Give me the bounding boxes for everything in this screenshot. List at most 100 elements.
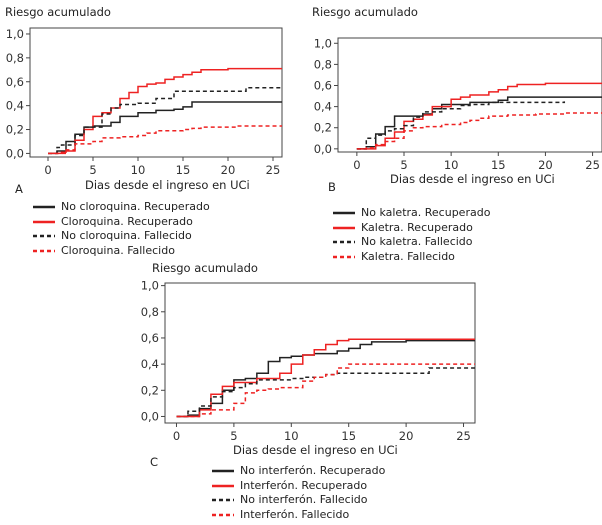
y-tick-label: 0,4 [6, 99, 24, 113]
legend-item: No interferón. Recuperado [212, 464, 385, 479]
y-axis-title: Riesgo acumulado [152, 261, 258, 275]
legend-swatch [333, 212, 355, 215]
series-line-2 [176, 367, 475, 418]
y-tick-label: 0,2 [314, 121, 332, 135]
legend: No kaletra. Recuperado Kaletra. Recuperad… [333, 206, 490, 264]
y-axis-title: Riesgo acumulado [5, 5, 111, 19]
series-line-1 [356, 82, 602, 150]
x-tick-label: 25 [266, 163, 281, 177]
series-line-0 [356, 96, 602, 150]
panel-label: B [328, 180, 336, 194]
x-axis-title: Dias desde el ingreso en UCi [390, 172, 555, 186]
legend-swatch [212, 499, 234, 502]
legend-label: Kaletra. Fallecido [361, 249, 455, 263]
series-line-2 [356, 101, 566, 150]
series-line-0 [48, 101, 282, 155]
series-line-3 [356, 112, 602, 150]
legend-label: Cloroquina. Recuperado [61, 214, 193, 228]
legend-label: No cloroquina. Recuperado [61, 200, 210, 213]
series-line-3 [48, 125, 282, 155]
y-tick-label: 0,0 [141, 409, 159, 423]
x-tick-label: 15 [341, 429, 356, 443]
legend-item: Kaletra. Fallecido [333, 250, 490, 265]
legend-item: No interferón. Fallecido [212, 493, 385, 508]
legend-label: Kaletra. Recuperado [361, 220, 473, 234]
legend-item: No kaletra. Fallecido [333, 235, 490, 250]
x-tick-label: 5 [89, 163, 96, 177]
legend-item: No cloroquina. Recuperado [33, 200, 210, 215]
series-line-3 [176, 363, 475, 418]
y-tick-label: 0,2 [141, 383, 159, 397]
y-tick-label: 0,4 [141, 357, 159, 371]
y-tick-label: 1,0 [314, 36, 332, 50]
legend-item: Kaletra. Recuperado [333, 221, 490, 236]
legend-label: No kaletra. Recuperado [361, 206, 491, 219]
chart-b-plot: 0 5 10 15 20 25 0,0 0,2 0,4 0,6 0,8 1,0 [314, 36, 602, 172]
legend-swatch [212, 513, 234, 516]
x-tick-label: 10 [444, 158, 459, 172]
x-tick-label: 0 [173, 429, 180, 443]
panel-label: C [150, 455, 159, 469]
legend-label: No cloroquina. Fallecido [61, 229, 192, 242]
x-tick-label: 20 [399, 429, 414, 443]
legend-swatch [333, 226, 355, 229]
x-tick-label: 0 [353, 158, 360, 172]
y-tick-label: 1,0 [6, 27, 24, 41]
series-line-1 [176, 338, 475, 418]
legend-label: No interferón. Recuperado [240, 464, 386, 477]
legend-item: Cloroquina. Fallecido [33, 244, 210, 259]
legend-label: Cloroquina. Fallecido [61, 243, 175, 257]
y-tick-label: 0,0 [6, 146, 24, 160]
legend-item: Cloroquina. Recuperado [33, 215, 210, 230]
x-axis-title: Dias desde el ingreso en UCi [233, 443, 398, 457]
x-tick-label: 0 [44, 163, 51, 177]
legend-label: No interferón. Fallecido [240, 493, 368, 506]
legend-item: Interferón. Recuperado [212, 479, 385, 494]
legend-swatch [212, 470, 234, 473]
y-tick-label: 0,4 [314, 100, 332, 114]
x-tick-label: 15 [176, 163, 191, 177]
y-axis-title: Riesgo acumulado [312, 5, 418, 19]
legend-label: Interferón. Fallecido [240, 507, 350, 521]
x-tick-label: 5 [400, 158, 407, 172]
x-tick-label: 5 [230, 429, 237, 443]
legend: No cloroquina. Recuperado Cloroquina. Rec… [33, 200, 210, 258]
series-line-1 [48, 67, 282, 155]
x-tick-label: 10 [284, 429, 299, 443]
legend-swatch [212, 484, 234, 487]
legend-swatch [33, 206, 55, 209]
legend-swatch [333, 255, 355, 258]
legend-label: Interferón. Recuperado [240, 478, 368, 492]
x-tick-label: 15 [491, 158, 506, 172]
plot-frame [29, 27, 283, 158]
series-line-2 [48, 86, 282, 155]
series-line-0 [176, 339, 475, 418]
y-tick-label: 0,6 [6, 75, 24, 89]
y-tick-label: 0,6 [314, 79, 332, 93]
x-tick-label: 20 [538, 158, 553, 172]
legend-swatch [33, 220, 55, 223]
x-tick-label: 25 [585, 158, 600, 172]
x-axis-title: Dias desde el ingreso en UCi [85, 178, 250, 192]
panel-label: A [15, 182, 23, 196]
legend-swatch [333, 241, 355, 244]
legend-item: No kaletra. Recuperado [333, 206, 490, 221]
y-tick-label: 0,8 [314, 57, 332, 71]
x-tick-label: 10 [131, 163, 146, 177]
legend-swatch [33, 235, 55, 238]
x-tick-label: 20 [221, 163, 236, 177]
y-tick-label: 0,0 [314, 142, 332, 156]
chart-c-plot: 0 5 10 15 20 25 0,0 0,2 0,4 0,6 0,8 1,0 [141, 279, 476, 443]
y-tick-label: 0,8 [141, 305, 159, 319]
plot-frame [164, 282, 476, 424]
y-tick-label: 1,0 [141, 279, 159, 293]
y-tick-label: 0,2 [6, 123, 24, 137]
plot-frame [337, 37, 602, 153]
y-tick-label: 0,6 [141, 331, 159, 345]
legend: No interferón. Recuperado Interferón. Rec… [212, 464, 385, 522]
y-tick-label: 0,8 [6, 51, 24, 65]
chart-a-plot: 0 5 10 15 20 25 0,0 0,2 0,4 0,6 0,8 1,0 [6, 27, 283, 177]
x-tick-label: 25 [456, 429, 471, 443]
legend-swatch [33, 249, 55, 252]
legend-label: No kaletra. Fallecido [361, 235, 473, 248]
